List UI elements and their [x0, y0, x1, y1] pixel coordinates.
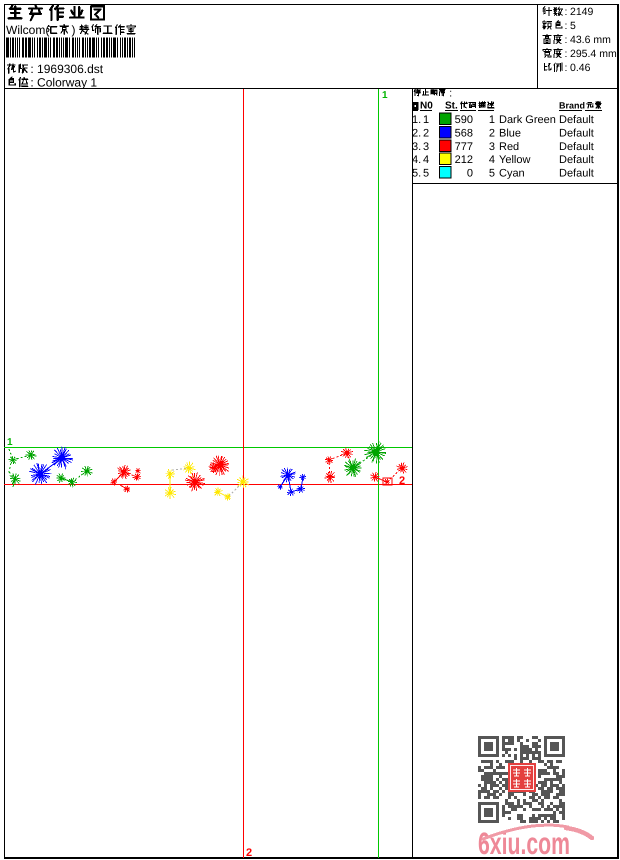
svg-text:2149: 2149	[570, 6, 594, 18]
svg-text:212: 212	[455, 154, 473, 166]
svg-text:1: 1	[489, 114, 495, 126]
svg-text::: :	[449, 88, 452, 100]
svg-text:: Colorway 1: : Colorway 1	[30, 76, 97, 90]
svg-text:1: 1	[7, 437, 13, 448]
svg-text:4.: 4.	[412, 154, 421, 166]
svg-text:3: 3	[489, 141, 495, 153]
svg-text:1: 1	[382, 90, 388, 101]
svg-text:4: 4	[489, 154, 495, 166]
svg-text:Default: Default	[559, 154, 594, 166]
svg-text::: :	[565, 62, 568, 74]
svg-text:Red: Red	[499, 141, 519, 153]
svg-text:5: 5	[423, 168, 429, 180]
svg-text:Default: Default	[559, 127, 594, 139]
svg-text:590: 590	[455, 114, 473, 126]
svg-text:1: 1	[423, 114, 429, 126]
svg-text:5: 5	[489, 168, 495, 180]
svg-text::: :	[565, 48, 568, 60]
svg-text:0.46: 0.46	[570, 62, 591, 74]
svg-text:43.6 mm: 43.6 mm	[570, 34, 611, 46]
svg-text:1.: 1.	[412, 114, 421, 126]
svg-text::: :	[565, 6, 568, 18]
svg-text:3: 3	[423, 141, 429, 153]
svg-text:Dark Green: Dark Green	[499, 114, 556, 126]
svg-text:Default: Default	[559, 141, 594, 153]
svg-text:2.: 2.	[412, 127, 421, 139]
svg-text:2: 2	[489, 127, 495, 139]
svg-text:Wilcom(: Wilcom(	[6, 23, 49, 37]
svg-text:2: 2	[423, 127, 429, 139]
svg-text:777: 777	[455, 141, 473, 153]
svg-text::: :	[565, 20, 568, 32]
svg-text:568: 568	[455, 127, 473, 139]
svg-text:St.: St.	[445, 101, 458, 112]
svg-text:295.4 mm: 295.4 mm	[570, 48, 617, 60]
svg-text:2: 2	[246, 847, 252, 859]
svg-text:3.: 3.	[412, 141, 421, 153]
svg-text:6xiu.com: 6xiu.com	[478, 826, 570, 860]
svg-text:Default: Default	[559, 168, 594, 180]
svg-text:5.: 5.	[412, 168, 421, 180]
svg-text:5: 5	[570, 20, 576, 32]
svg-text:Blue: Blue	[499, 127, 521, 139]
svg-text:N0: N0	[420, 101, 433, 112]
svg-text:0: 0	[467, 168, 473, 180]
svg-text:4: 4	[423, 154, 429, 166]
svg-text:Default: Default	[559, 114, 594, 126]
svg-text:Yellow: Yellow	[499, 154, 530, 166]
svg-text::: :	[565, 34, 568, 46]
svg-text:Brand: Brand	[559, 101, 585, 111]
svg-text:2: 2	[399, 475, 405, 487]
svg-text:Cyan: Cyan	[499, 168, 525, 180]
svg-text:): )	[72, 23, 76, 37]
svg-text:: 1969306.dst: : 1969306.dst	[30, 62, 103, 76]
